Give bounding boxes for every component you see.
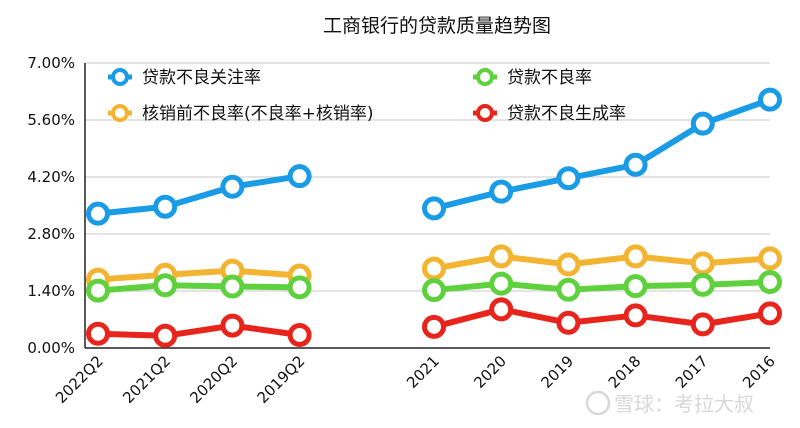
legend-label: 贷款不良率 [507,68,592,88]
data-point [220,274,245,299]
legend-item: 贷款不良率 [473,68,592,88]
data-point [287,322,312,347]
data-point [220,174,245,199]
x-tick-label: 2021 [403,352,443,392]
y-tick-label: 2.80% [27,225,75,243]
data-point [489,179,514,204]
legend-item: 贷款不良生成率 [473,104,626,124]
y-tick-label: 7.00% [27,54,75,72]
x-tick-label: 2022Q2 [52,352,107,407]
y-tick-label: 1.40% [27,282,75,300]
data-point [690,111,715,136]
data-point [153,273,178,298]
legend-item: 核销前不良率(不良率+核销率) [108,104,374,124]
legend-swatch-marker [111,68,129,86]
x-tick-label: 2017 [672,352,712,392]
data-point [556,310,581,335]
data-point [690,312,715,337]
x-tick-label: 2020Q2 [186,352,241,407]
watermark-text: 雪球：考拉大叔 [614,392,754,416]
series-line [97,173,301,217]
data-point [287,164,312,189]
series-line [433,279,771,294]
data-point [220,313,245,338]
grid [84,62,770,349]
data-point [556,277,581,302]
data-point [153,323,178,348]
data-point [422,196,446,221]
series-line [97,282,300,294]
data-point [623,152,648,177]
x-tick-label: 2016 [739,352,779,392]
data-point [623,244,648,269]
data-point [623,274,648,299]
data-point [422,256,446,281]
legend-item: 贷款不良关注率 [108,68,261,88]
series-layer [86,87,782,348]
y-axis-ticks: 0.00% 1.40% 2.80% 4.20% 5.60% 7.00% [27,54,75,357]
legend-swatch-marker [476,104,494,122]
data-point [556,166,581,191]
series-line [97,322,301,339]
series-line [97,267,300,283]
data-point [86,201,110,226]
y-tick-label: 0.00% [27,339,75,357]
series-1 [86,270,782,303]
watermark-logo-icon [585,390,611,416]
data-point [489,271,514,296]
data-point [86,278,110,303]
x-tick-label: 2019Q2 [254,352,309,407]
x-tick-label: 2021Q2 [119,352,174,407]
y-tick-label: 4.20% [27,168,75,186]
data-point [690,251,715,276]
legend-label: 贷款不良生成率 [507,104,626,124]
data-point [489,297,514,322]
series-0 [86,87,782,226]
legend-swatch-marker [111,104,129,122]
watermark: 雪球：考拉大叔 [585,390,754,416]
data-point [758,246,782,271]
data-point [287,275,312,300]
series-line [433,306,771,330]
data-point [758,301,782,326]
data-point [422,278,446,303]
legend-label: 核销前不良率(不良率+核销率) [142,104,374,124]
x-tick-label: 2020 [470,352,510,392]
data-point [422,314,446,339]
data-point [758,270,782,295]
x-tick-label: 2019 [537,352,577,392]
legend-swatch-marker [476,68,494,86]
data-point [153,194,178,219]
data-point [758,87,782,112]
x-tick-label: 2018 [605,352,645,392]
legend-label: 贷款不良关注率 [142,68,261,88]
data-point [623,303,648,328]
data-point [86,321,110,346]
data-point [690,272,715,297]
series-line [433,253,771,272]
data-point [489,244,514,269]
data-point [556,252,581,277]
chart-title: 工商银行的贷款质量趋势图 [323,15,551,37]
series-3 [86,297,782,348]
y-tick-label: 5.60% [27,111,75,129]
